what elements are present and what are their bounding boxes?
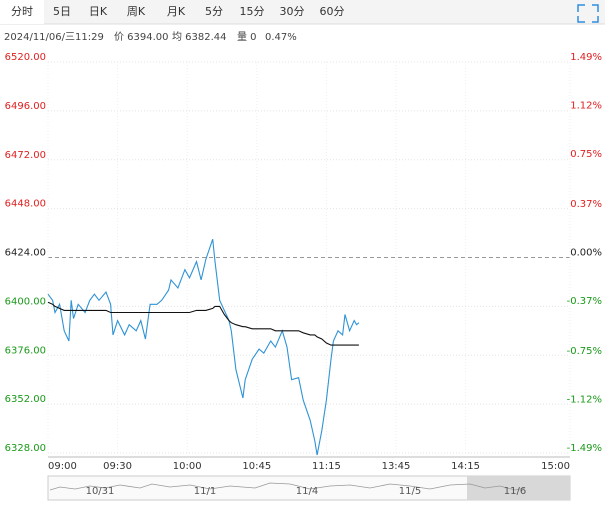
tab[interactable]: 分时 (11, 5, 33, 18)
y-tick-label: 6352.00 (5, 394, 46, 405)
navigator-date: 11/6 (504, 486, 526, 497)
tab[interactable]: 15分 (240, 5, 265, 18)
tab[interactable]: 30分 (280, 5, 305, 18)
series-line (47, 239, 360, 456)
y-tick-label: 6496.00 (5, 101, 46, 112)
x-tick-label: 09:00 (48, 461, 77, 472)
y-tick-label: 6400.00 (5, 296, 46, 307)
expand-icon[interactable] (577, 4, 599, 23)
x-tick-label: 09:30 (103, 461, 132, 472)
navigator-date: 11/4 (296, 486, 318, 497)
tab[interactable]: 日K (89, 5, 108, 18)
x-tick-label: 13:45 (382, 461, 411, 472)
navigator-sparkline (49, 482, 526, 491)
y-tick-label: 6328.00 (5, 443, 46, 454)
y2-tick-label: 1.49% (570, 52, 602, 63)
x-tick-label: 14:15 (451, 461, 480, 472)
y2-tick-label: 1.12% (570, 101, 602, 112)
navigator-date: 11/5 (399, 486, 421, 497)
y2-tick-label: 0.00% (570, 248, 602, 259)
y2-tick-label: 0.37% (570, 199, 602, 210)
tab[interactable]: 60分 (320, 5, 345, 18)
tab-selected (0, 0, 44, 24)
x-tick-label: 11:15 (312, 461, 341, 472)
series-line (47, 301, 359, 346)
y-tick-label: 6448.00 (5, 199, 46, 210)
y2-tick-label: -1.12% (567, 394, 602, 405)
navigator-date: 11/1 (194, 486, 216, 497)
info-text: 0.47% (265, 32, 297, 43)
tab[interactable]: 周K (127, 5, 146, 18)
navigator-date: 10/31 (86, 486, 115, 497)
x-tick-label: 15:00 (541, 461, 570, 472)
y2-tick-label: -1.49% (567, 443, 602, 454)
y-tick-label: 6472.00 (5, 150, 46, 161)
y2-tick-label: -0.37% (567, 296, 602, 307)
info-text: 均 6382.44 (172, 31, 227, 43)
info-text: 量 0 (237, 31, 257, 43)
y-tick-label: 6424.00 (5, 248, 46, 259)
tab-bar (0, 0, 605, 24)
info-text: 2024/11/06/三11:29 (4, 32, 104, 43)
tab[interactable]: 月K (167, 5, 186, 18)
y-tick-label: 6520.00 (5, 52, 46, 63)
x-tick-label: 10:45 (242, 461, 271, 472)
y-tick-label: 6376.00 (5, 345, 46, 356)
info-text: 价 6394.00 (114, 31, 169, 43)
tab[interactable]: 5分 (205, 5, 223, 18)
y2-tick-label: -0.75% (567, 346, 602, 357)
tab[interactable]: 5日 (53, 5, 71, 18)
x-tick-label: 10:00 (173, 461, 202, 472)
y2-tick-label: 0.75% (570, 149, 602, 160)
